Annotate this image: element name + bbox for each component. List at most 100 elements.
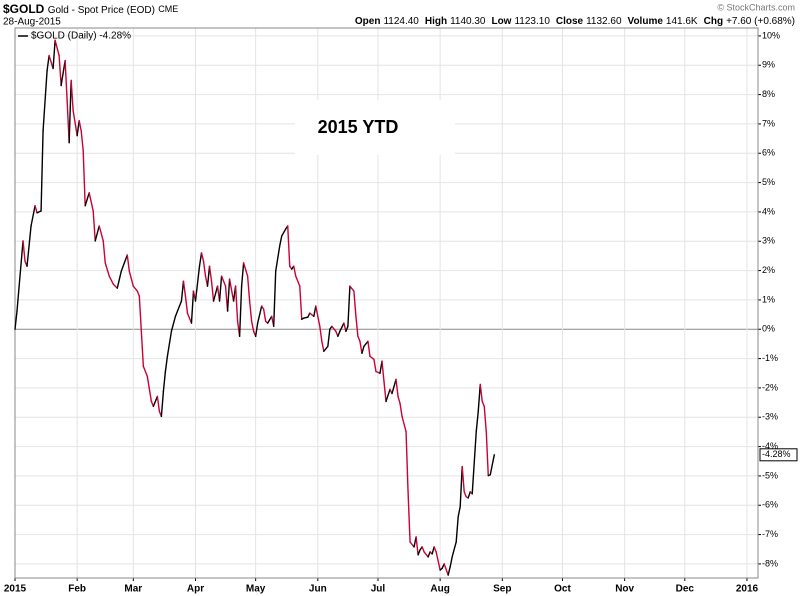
price-segment [463, 491, 467, 498]
price-segment [164, 355, 169, 373]
price-segment [477, 383, 481, 413]
price-segment [355, 315, 359, 337]
price-segment [58, 54, 62, 87]
price-segment [287, 225, 291, 267]
price-segment [299, 285, 303, 320]
price-segment [385, 388, 391, 403]
price-segment [208, 265, 213, 282]
exchange: CME [158, 4, 178, 14]
price-segment [34, 205, 38, 214]
price-segment [54, 39, 60, 57]
price-segment [449, 556, 453, 568]
price-segment [98, 225, 104, 242]
price-segment [349, 285, 355, 292]
price-segment [295, 275, 301, 287]
price-segment [128, 270, 135, 287]
quote-label: High [425, 16, 447, 27]
price-segment [357, 335, 361, 342]
price-segment [78, 119, 82, 132]
price-segment [323, 345, 329, 352]
price-segment [248, 300, 253, 323]
price-segment [22, 240, 26, 262]
x-tick-label: Aug [430, 584, 449, 595]
price-segment [184, 295, 189, 314]
price-segment [471, 430, 477, 495]
price-segment [42, 69, 48, 132]
price-segment [40, 129, 44, 212]
price-segment [443, 563, 449, 576]
x-tick-label: Nov [615, 584, 634, 595]
price-segment [272, 270, 277, 328]
price-segment [88, 192, 94, 212]
price-segment [399, 402, 403, 418]
credit: © StockCharts.com [717, 2, 795, 12]
price-segment [309, 312, 315, 318]
price-segment [254, 322, 259, 337]
quote-label: Low [491, 16, 511, 27]
price-segment [156, 395, 161, 413]
price-segment [166, 330, 173, 357]
x-tick-label: Mar [124, 584, 142, 595]
price-segment [60, 59, 66, 87]
price-segment [120, 254, 129, 272]
price-segment [68, 79, 72, 144]
price-segment [337, 330, 341, 337]
price-segment [182, 280, 187, 297]
price-segment [102, 240, 106, 264]
price-segment [279, 235, 283, 247]
price-segment [226, 278, 231, 312]
y-tick-label: 8% [762, 89, 775, 99]
price-segment [146, 375, 153, 403]
quote-label: Volume [628, 16, 664, 27]
price-segment [339, 322, 345, 333]
price-segment [395, 378, 399, 398]
price-segment [136, 290, 141, 297]
quote-value: 1124.40 [383, 16, 419, 27]
price-segment [220, 275, 227, 287]
annotation-box [295, 100, 455, 155]
price-segment [112, 283, 118, 289]
price-segment [483, 405, 487, 433]
price-segment [427, 551, 431, 558]
price-segment [489, 454, 495, 476]
y-tick-label: 0% [762, 324, 775, 334]
price-segment [391, 378, 397, 395]
price-segment [475, 410, 479, 433]
price-segment [160, 390, 165, 418]
price-segment [331, 325, 337, 333]
price-segment [246, 275, 251, 302]
price-segment [180, 280, 185, 302]
price-segment [178, 300, 183, 307]
price-segment [240, 262, 245, 287]
price-segment [212, 285, 219, 302]
price-segment [401, 415, 407, 433]
price-segment [186, 312, 193, 324]
y-tick-label: -5% [762, 470, 778, 480]
price-segment [76, 119, 80, 137]
price-segment [421, 546, 425, 553]
price-segment [190, 290, 195, 324]
quote-label: Chg [704, 16, 723, 27]
price-segment [14, 310, 18, 330]
price-segment [319, 325, 323, 342]
price-segment [359, 340, 363, 355]
price-segment [256, 305, 263, 324]
price-segment [200, 252, 205, 262]
annotation: 2015 YTD [318, 117, 399, 137]
price-segment [369, 355, 375, 361]
price-segment [72, 110, 78, 137]
price-segment [381, 360, 385, 383]
quote-label: Close [556, 16, 584, 27]
price-segment [405, 430, 409, 493]
price-segment [152, 395, 159, 408]
price-segment [26, 225, 32, 267]
price-segment [457, 506, 461, 518]
price-segment [46, 54, 50, 72]
y-tick-label: 1% [762, 294, 775, 304]
price-segment [281, 228, 287, 237]
price-segment [228, 278, 235, 302]
price-segment [345, 325, 349, 333]
price-segment [451, 541, 457, 558]
